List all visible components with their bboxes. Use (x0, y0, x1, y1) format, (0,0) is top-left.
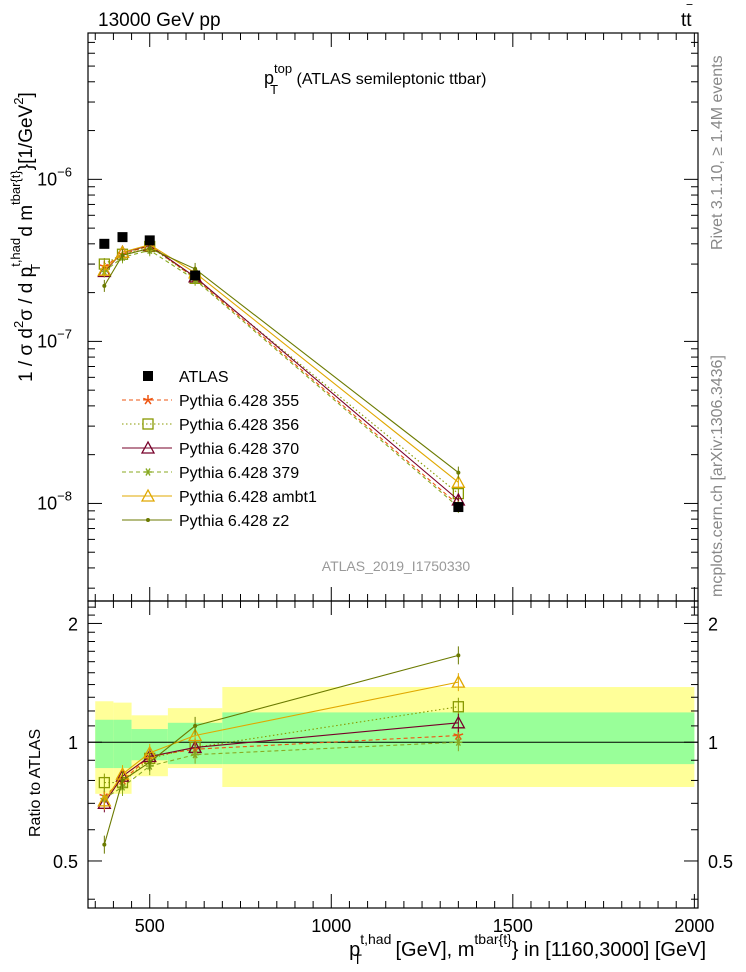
marker-triangle (140, 440, 156, 454)
plot-title: ptop T (ATLAS semileptonic ttbar) (264, 61, 486, 97)
marker-star-arm (143, 397, 149, 401)
legend-label: Pythia 6.428 z2 (179, 513, 289, 530)
ratio-bands (95, 687, 695, 794)
y-tick-label: 10−8 (37, 488, 72, 513)
marker-asterisk-arm (145, 468, 151, 476)
legend-label: Pythia 6.428 355 (179, 393, 299, 410)
ratio-y-tick-label: 0.5 (53, 852, 78, 872)
legend-label: Pythia 6.428 379 (179, 465, 299, 482)
marker-dot (120, 778, 125, 783)
x-axis-label: pt,had T [GeV], mtbar{t}} in [1160,3000] … (349, 931, 706, 967)
marker-triangle (451, 674, 466, 688)
marker-star-arm (453, 733, 459, 737)
header-energy: 13000 GeV pp (98, 10, 221, 31)
marker-star-arm (144, 399, 149, 405)
ratio-y-tick-label-right: 1 (708, 733, 718, 753)
marker-dot (102, 283, 107, 288)
legend: ATLAS Pythia 6.428 355 Pythia 6.428 356 Pyt… (122, 369, 317, 530)
ratio-y-axis-label: Ratio to ATLAS (27, 729, 44, 837)
marker-square (452, 701, 465, 713)
marker-dot (456, 470, 461, 475)
x-tick-label: 1000 (311, 916, 351, 936)
marker-triangle (97, 793, 112, 807)
marker-dot (120, 253, 125, 258)
series-line (103, 245, 459, 501)
ratio-plot-frame (87, 600, 699, 909)
marker-triangle (451, 715, 466, 729)
ratio-y-tick-label-right: 2 (708, 614, 718, 634)
marker-dot (193, 723, 198, 728)
ratio-y-tick-label: 2 (68, 614, 78, 634)
marker-triangle (97, 262, 112, 276)
atlas-data-layer (99, 232, 464, 513)
marker-star-arm (458, 733, 464, 737)
legend-label: Pythia 6.428 370 (179, 441, 299, 458)
legend-label: Pythia 6.428 356 (179, 417, 299, 434)
series-ratio-line (104, 741, 459, 799)
atlas-data-point (453, 502, 464, 513)
series-line (103, 247, 459, 474)
marker-dot (146, 518, 150, 522)
y-tick-label: 10−6 (37, 164, 72, 189)
x-tick-label: 2000 (674, 916, 714, 936)
marker-asterisk-arm (192, 750, 198, 759)
axis-ticks: 500 1000 1500 2000 10−6 10−7 10−8 0.5 0.5 1 1 2 2 (37, 32, 733, 936)
marker-triangle (140, 488, 156, 502)
marker-triangle (451, 474, 466, 488)
atlas-data-point (144, 235, 155, 246)
header-process: tt (681, 10, 692, 31)
rivet-version-label: Rivet 3.1.10, ≥ 1.4M events (709, 55, 726, 250)
marker-dot (147, 760, 152, 765)
ratio-band-green (95, 719, 114, 769)
marker-square (142, 418, 154, 430)
analysis-label: ATLAS_2019_I1750330 (322, 558, 471, 574)
marker-star-arm (147, 397, 153, 401)
legend-label: Pythia 6.428 ambt1 (179, 489, 317, 506)
marker-dot (456, 653, 461, 658)
atlas-data-point (117, 232, 128, 243)
ratio-y-tick-label-right: 0.5 (708, 852, 733, 872)
legend-marker-atlas (143, 371, 153, 381)
marker-dot (147, 246, 152, 251)
legend-label-atlas: ATLAS (179, 369, 229, 386)
x-tick-label: 1500 (493, 916, 533, 936)
y-axis-label: 1 / σ d2σ / d pt,hadT d mtbar{t}}[1/GeV2… (8, 92, 43, 382)
header-process-bar: ‾ (686, 3, 693, 20)
marker-dot (193, 266, 198, 271)
marker-star-arm (147, 399, 152, 405)
atlas-data-point (99, 238, 110, 249)
marker-dot (102, 842, 107, 847)
marker-square (98, 776, 110, 789)
atlas-data-point (190, 270, 201, 281)
mcplots-label: mcplots.cern.ch [arXiv:1306.3436] (709, 355, 726, 597)
x-tick-label: 500 (135, 916, 165, 936)
marker-triangle (188, 728, 203, 742)
ratio-y-tick-label: 1 (68, 733, 78, 753)
marker-asterisk-arm (455, 738, 461, 747)
ratio-band-green (113, 719, 132, 769)
y-tick-label: 10−7 (37, 326, 72, 351)
